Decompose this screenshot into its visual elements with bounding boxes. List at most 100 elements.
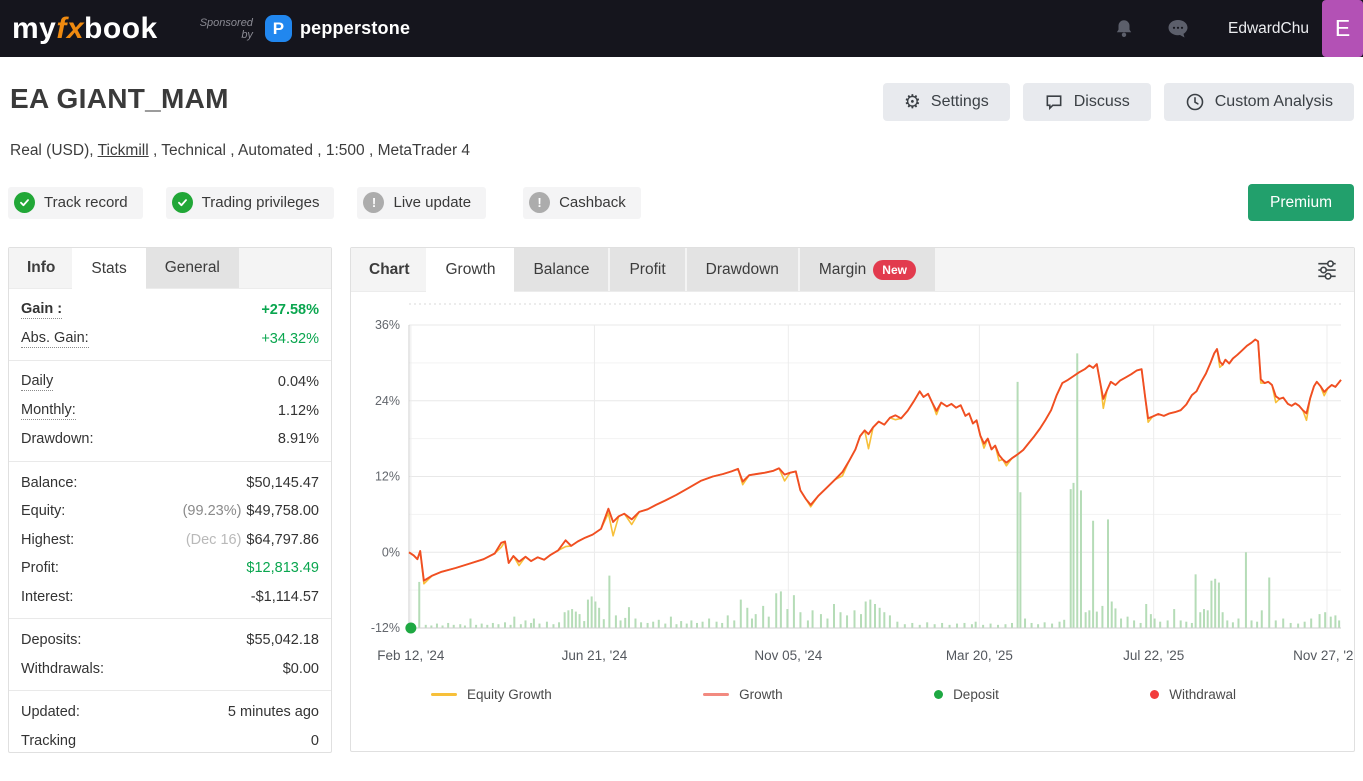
stats-row-label[interactable]: Monthly: [21, 401, 76, 420]
stats-row-label[interactable]: Daily [21, 373, 54, 392]
legend-dot-swatch [1150, 690, 1160, 699]
chart-tab-label-margin: Margin [818, 260, 867, 278]
stats-divider [9, 360, 331, 361]
stats-row-label[interactable]: Abs. Gain: [21, 329, 89, 348]
stats-row-daily: Daily 0.04% [9, 368, 331, 397]
stats-row-value: 8.91% [278, 431, 319, 447]
chart-tab-label-profit: Profit [629, 260, 666, 278]
stats-row-label: Deposits: [21, 632, 82, 649]
stats-divider [9, 460, 331, 462]
stats-row-value-text: 0 [310, 732, 319, 749]
notifications-bell-icon[interactable] [1112, 17, 1136, 41]
stats-row-value: 0.04% [278, 374, 319, 390]
stats-row-value-text: +34.32% [261, 330, 319, 347]
logo-text-book: book [84, 11, 158, 45]
chart-panel: Chart Growth Balance Profit Drawdown Margin Ne… [350, 247, 1361, 752]
clock-icon [1185, 92, 1205, 112]
chart-tab-balance[interactable]: Balance [514, 248, 609, 291]
legend-label: Growth [739, 687, 783, 702]
stats-tab-info[interactable]: Info [9, 248, 72, 288]
chart-tab-growth[interactable]: Growth [426, 248, 515, 292]
header-right: EdwardChu E [1112, 0, 1363, 57]
discuss-button[interactable]: Discuss [1022, 83, 1151, 121]
legend-label: Withdrawal [1169, 687, 1236, 702]
badges-row: Track record Trading privileges ! Live u… [0, 160, 1363, 221]
stats-row-value: (Dec 16) $64,797.86 [186, 532, 319, 548]
pepperstone-name: pepperstone [299, 18, 411, 38]
chart-tab-chart[interactable]: Chart [351, 248, 426, 291]
stats-row-label: Equity: [21, 503, 66, 520]
sponsored-by-label: Sponsored by [200, 17, 253, 41]
legend-item-withdrawal[interactable]: Withdrawal [1150, 687, 1236, 702]
legend-label: Equity Growth [467, 687, 552, 702]
stats-row-abs-gain: Abs. Gain: +34.32% [9, 325, 331, 354]
stats-row-value-prefix: (99.23%) [182, 503, 242, 520]
margin-new-badge: New [873, 259, 916, 280]
messages-chat-icon[interactable] [1166, 17, 1190, 41]
stats-row-label: Highest: [21, 531, 75, 548]
title-row: EA GIANT_MAM ⚙ Settings Discuss Custom A… [0, 57, 1363, 121]
stats-row-label[interactable]: Gain : [21, 301, 63, 320]
stats-row-value-text: $55,042.18 [246, 632, 319, 649]
cashback-badge[interactable]: ! Cashback [523, 186, 641, 219]
chart-tab-profit[interactable]: Profit [610, 248, 685, 291]
user-avatar[interactable]: E [1322, 0, 1363, 57]
stats-row-withdrawals: Withdrawals: $0.00 [9, 655, 331, 684]
stats-row-gain: Gain : +27.58% [9, 296, 331, 325]
track-record-badge[interactable]: Track record [8, 186, 143, 219]
y-axis-label: 36% [375, 318, 400, 332]
stats-row-value: -$1,114.57 [251, 589, 319, 605]
stats-row-value-text: 0.04% [277, 374, 319, 391]
chart-area: 36% 24% 12% 0% -12% Feb 12, '24 Jun 21, '24 Nov… [351, 292, 1361, 702]
stats-tab-label-info: Info [27, 259, 56, 276]
premium-button[interactable]: Premium [1247, 184, 1354, 221]
legend-line-swatch [703, 693, 730, 696]
chart-tabstrip: Chart Growth Balance Profit Drawdown Margin Ne… [351, 248, 1354, 292]
stats-row-label: Drawdown: [21, 431, 94, 448]
stats-tab-stats[interactable]: Stats [72, 248, 146, 289]
chart-tab-drawdown[interactable]: Drawdown [686, 248, 798, 291]
stats-tab-label-general: General [164, 259, 220, 276]
stats-row-value-text: 8.91% [277, 431, 319, 448]
trading-privileges-badge[interactable]: Trading privileges [165, 186, 335, 219]
x-axis-label: Jul 22, '25 [1123, 648, 1184, 663]
stats-tab-general[interactable]: General [145, 248, 239, 288]
page-title: EA GIANT_MAM [10, 83, 229, 114]
legend-item-growth[interactable]: Growth [703, 687, 783, 702]
chart-options-sliders-icon[interactable] [1314, 248, 1354, 291]
chart-tab-margin[interactable]: Margin New [799, 248, 935, 291]
legend-item-equity-growth[interactable]: Equity Growth [431, 687, 552, 702]
username[interactable]: EdwardChu [1228, 19, 1309, 37]
custom-analysis-button[interactable]: Custom Analysis [1163, 83, 1354, 121]
stats-row-value-prefix: (Dec 16) [185, 531, 242, 548]
chart-tab-label-balance: Balance [533, 260, 590, 278]
main-content: Info Stats General Gain : +27.58% Abs. Gain:… [0, 221, 1363, 753]
x-axis-label: Feb 12, '24 [377, 648, 445, 663]
stats-row-value-text: 1.12% [277, 402, 319, 419]
stats-row-value-text: $12,813.49 [246, 560, 319, 577]
deposit-marker-dot [405, 622, 417, 634]
myfxbook-logo[interactable]: myfxbook [12, 12, 158, 46]
y-axis-label: 12% [375, 470, 400, 484]
stats-row-value: +27.58% [261, 302, 319, 318]
live-update-badge[interactable]: ! Live update [357, 186, 487, 219]
check-circle-icon [14, 192, 35, 213]
x-axis-label: Nov 05, '24 [754, 648, 822, 663]
stats-row-label: Tracking [21, 732, 77, 749]
legend-item-deposit[interactable]: Deposit [934, 687, 999, 702]
check-circle-icon [171, 192, 193, 213]
stats-row-value: 1.12% [278, 403, 319, 419]
account-meta-text: , Technical , Automated , 1:500 , MetaTr… [148, 142, 471, 159]
broker-link[interactable]: Tickmill [97, 142, 149, 159]
stats-tab-label-stats: Stats [91, 259, 127, 277]
stats-row-updated: Updated: 5 minutes ago [9, 698, 331, 727]
growth-chart[interactable]: 36% 24% 12% 0% -12% Feb 12, '24 Jun 21, '24 Nov… [353, 298, 1361, 670]
stats-row-value-text: $49,758.00 [246, 503, 319, 520]
exclamation-circle-icon: ! [529, 192, 551, 213]
stats-row-label: Updated: [21, 704, 80, 721]
pepperstone-logo[interactable]: P pepperstone [264, 15, 411, 42]
stats-row-value: $55,042.18 [246, 632, 319, 648]
trading-privileges-label: Trading privileges [201, 194, 320, 211]
pepperstone-icon: P [264, 15, 292, 42]
settings-button[interactable]: ⚙ Settings [882, 83, 1010, 121]
